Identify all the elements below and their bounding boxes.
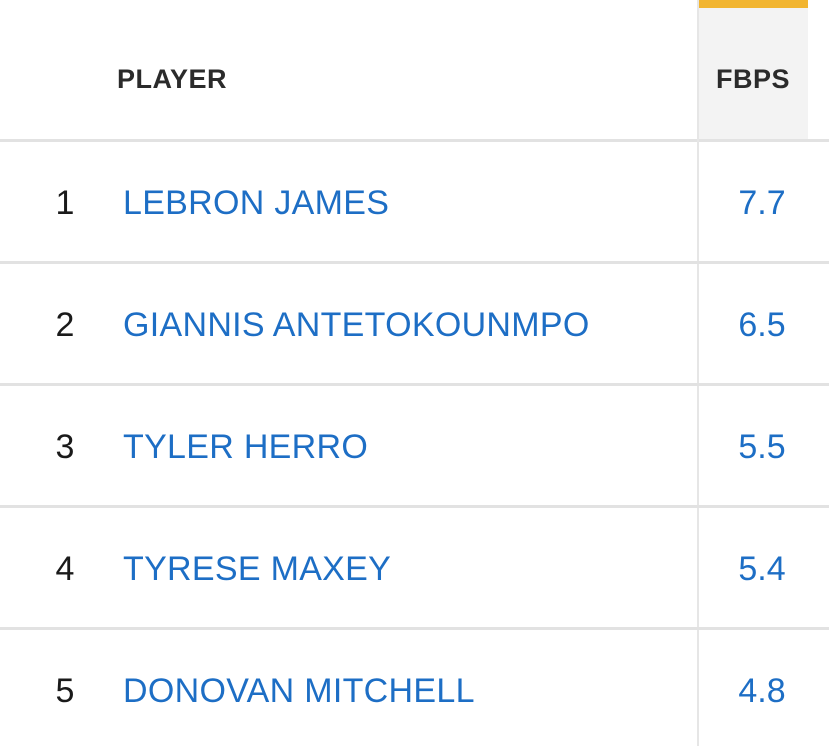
rank-cell: 4 xyxy=(55,550,75,588)
table-row: 2 GIANNIS ANTETOKOUNMPO 6.5 xyxy=(0,264,829,386)
header-divider xyxy=(0,139,829,142)
row-divider xyxy=(0,383,829,386)
player-link[interactable]: LEBRON JAMES xyxy=(123,184,390,222)
player-link[interactable]: DONOVAN MITCHELL xyxy=(123,672,475,710)
fbps-cell: 7.7 xyxy=(738,184,786,222)
table-row: 4 TYRESE MAXEY 5.4 xyxy=(0,508,829,630)
rank-cell: 5 xyxy=(55,672,75,710)
column-header-fbps[interactable]: FBPS xyxy=(698,0,808,140)
table-row: 3 TYLER HERRO 5.5 xyxy=(0,386,829,508)
table-row: 1 LEBRON JAMES 7.7 xyxy=(0,142,829,264)
row-divider xyxy=(0,261,829,264)
rank-cell: 1 xyxy=(55,184,75,222)
player-link[interactable]: TYRESE MAXEY xyxy=(123,550,392,588)
fbps-cell: 6.5 xyxy=(738,306,786,344)
column-header-fbps-label: FBPS xyxy=(715,64,790,94)
column-divider xyxy=(697,0,699,746)
fbps-cell: 5.4 xyxy=(738,550,786,588)
fbps-cell: 5.5 xyxy=(738,428,786,466)
player-link[interactable]: TYLER HERRO xyxy=(123,428,369,466)
column-header-player[interactable]: PLAYER xyxy=(117,64,228,94)
rank-cell: 2 xyxy=(55,306,75,344)
table-row: 5 DONOVAN MITCHELL 4.8 xyxy=(0,630,829,752)
table-header: PLAYER FBPS xyxy=(0,0,829,140)
row-divider xyxy=(0,627,829,630)
rank-cell: 3 xyxy=(55,428,75,466)
row-divider xyxy=(0,505,829,508)
player-link[interactable]: GIANNIS ANTETOKOUNMPO xyxy=(123,306,590,344)
fbps-cell: 4.8 xyxy=(738,672,786,710)
